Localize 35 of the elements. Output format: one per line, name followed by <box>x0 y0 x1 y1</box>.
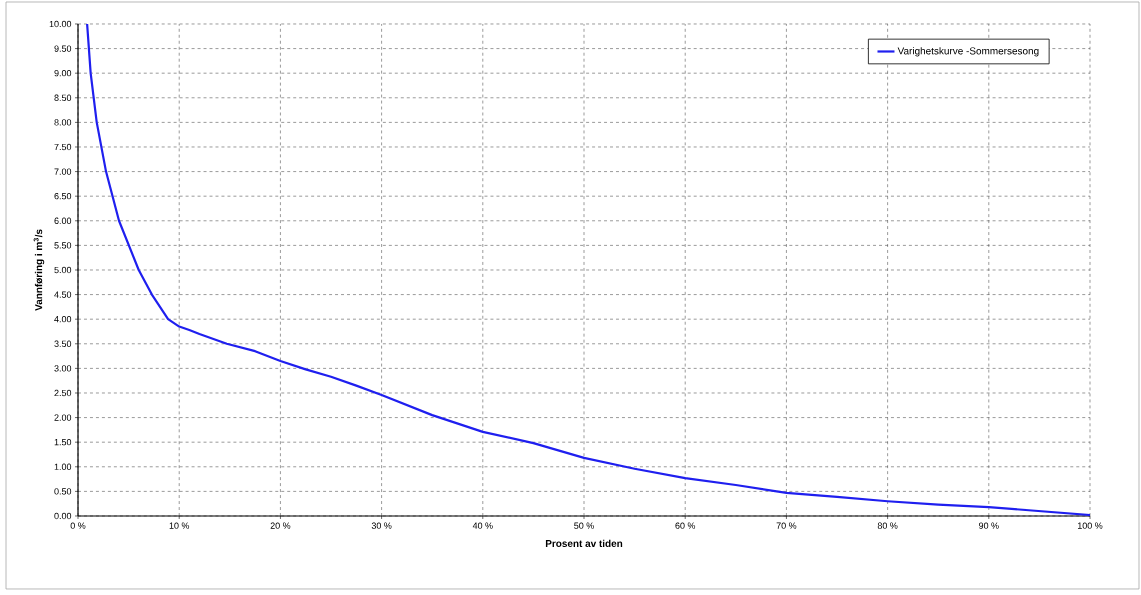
y-tick-label: 10.00 <box>49 20 72 28</box>
y-tick-label: 6.00 <box>54 217 72 224</box>
x-tick-label: 60 % <box>675 522 696 529</box>
y-tick-label: 8.00 <box>54 119 72 126</box>
y-tick-label: 2.50 <box>54 389 72 397</box>
y-tick-label: 0.50 <box>54 488 72 495</box>
y-tick-label: 7.50 <box>54 143 72 151</box>
y-tick-label: 3.50 <box>54 340 72 347</box>
y-tick-label: 3.00 <box>54 365 72 372</box>
x-tick-label: 70 % <box>776 522 797 529</box>
y-tick-label: 9.00 <box>54 70 72 77</box>
y-tick-label: 1.50 <box>54 439 72 446</box>
y-tick-label: 5.50 <box>54 242 72 249</box>
y-tick-label: 5.00 <box>54 266 72 274</box>
y-tick-label: 8.50 <box>54 94 72 101</box>
legend-label: Varighetskurve -Sommersesong <box>897 47 1039 57</box>
x-tick-label: 20 % <box>270 522 291 529</box>
y-tick-label: 0.00 <box>54 512 72 520</box>
x-tick-label: 30 % <box>371 522 392 529</box>
y-tick-label: 6.50 <box>54 193 72 200</box>
y-tick-label: 7.00 <box>54 168 72 175</box>
x-tick-label: 0 % <box>70 522 86 529</box>
x-tick-label: 10 % <box>169 522 190 529</box>
y-tick-label: 2.00 <box>54 414 72 421</box>
x-tick-label: 40 % <box>472 522 493 529</box>
y-axis-title: Vannføring i m$^{3}$/s <box>33 229 45 311</box>
y-tick-label: 4.50 <box>54 291 72 298</box>
x-axis-title: Prosent av tiden <box>545 539 623 548</box>
x-tick-label: 80 % <box>877 522 898 529</box>
x-tick-label: 50 % <box>574 522 594 529</box>
x-tick-label: 90 % <box>979 522 999 529</box>
y-tick-label: 4.00 <box>54 316 72 323</box>
y-tick-label: 9.50 <box>54 45 72 52</box>
y-tick-label: 1.00 <box>54 463 72 470</box>
x-tick-label: 100 % <box>1077 522 1103 529</box>
